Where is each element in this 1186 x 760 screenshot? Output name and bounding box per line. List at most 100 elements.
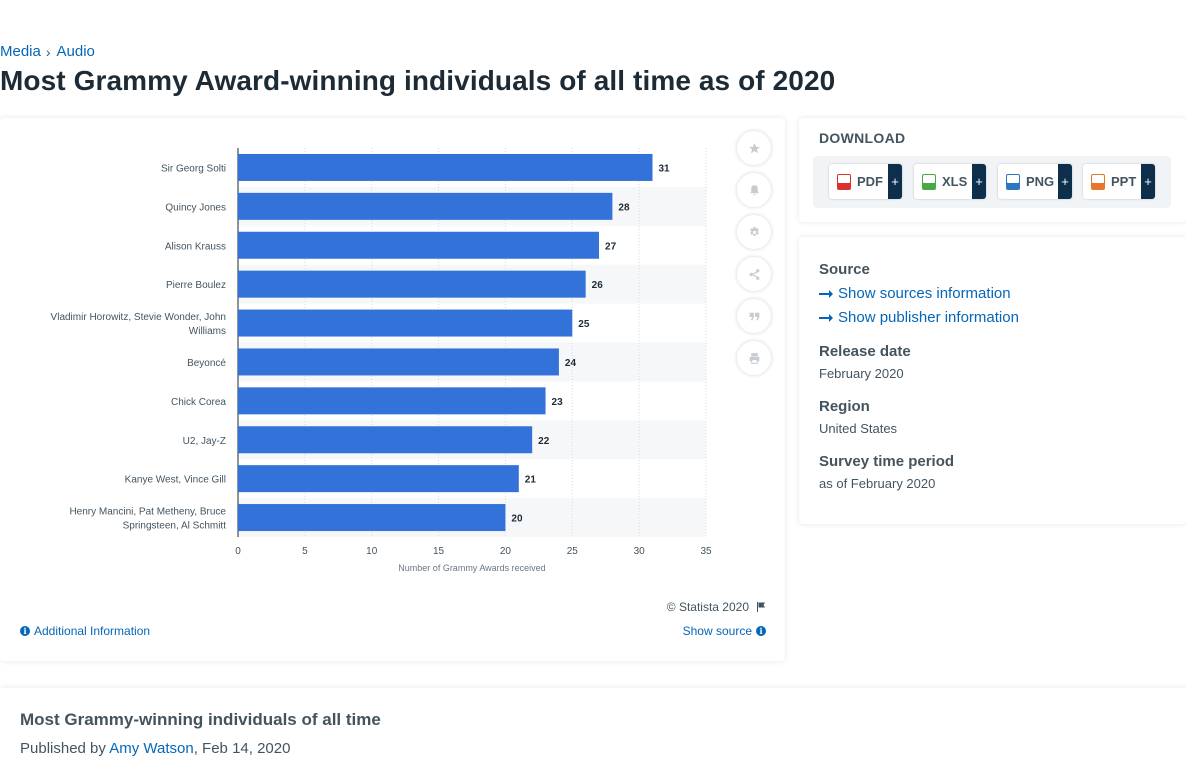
category-label: Springsteen, Al Schmitt bbox=[123, 521, 227, 532]
quote-icon bbox=[749, 312, 759, 320]
category-label: Chick Corea bbox=[171, 397, 226, 408]
bar bbox=[238, 504, 506, 532]
print-button[interactable] bbox=[737, 341, 771, 375]
release-date-heading: Release date bbox=[819, 343, 911, 360]
data-label: 31 bbox=[659, 163, 671, 174]
region-value: United States bbox=[819, 421, 898, 436]
download-png-button[interactable]: PNG + bbox=[998, 164, 1072, 199]
flag-icon[interactable] bbox=[755, 601, 767, 613]
show-publisher-label: Show publisher information bbox=[838, 309, 1019, 326]
show-source-label: Show source bbox=[682, 624, 752, 638]
data-label: 28 bbox=[618, 202, 630, 213]
data-label: 27 bbox=[605, 241, 617, 252]
show-sources-link[interactable]: Show sources information bbox=[819, 285, 1011, 302]
download-png-label: PNG bbox=[1026, 174, 1055, 189]
category-label: Alison Krauss bbox=[165, 241, 226, 252]
data-label: 22 bbox=[538, 436, 550, 447]
category-label: Pierre Boulez bbox=[166, 280, 226, 291]
print-icon bbox=[749, 352, 759, 364]
breadcrumb: Media › Audio bbox=[0, 43, 95, 60]
bar bbox=[238, 465, 519, 493]
download-xls-button[interactable]: XLS + bbox=[914, 164, 986, 199]
png-file-icon bbox=[1006, 173, 1020, 190]
category-label: Vladimir Horowitz, Stevie Wonder, John bbox=[51, 312, 226, 323]
info-icon: i bbox=[20, 626, 30, 636]
copyright-text: © Statista 2020 bbox=[666, 600, 749, 614]
download-ppt-label: PPT bbox=[1111, 174, 1137, 189]
category-label: Beyoncé bbox=[187, 358, 226, 369]
bar bbox=[238, 231, 600, 259]
notification-button[interactable] bbox=[737, 173, 771, 207]
x-tick-label: 5 bbox=[302, 546, 308, 557]
category-label: Kanye West, Vince Gill bbox=[125, 475, 226, 486]
data-label: 25 bbox=[578, 319, 590, 330]
download-pdf-button[interactable]: PDF + bbox=[829, 164, 902, 199]
category-label: Sir Georg Solti bbox=[161, 163, 226, 174]
bar bbox=[238, 270, 586, 298]
region-heading: Region bbox=[819, 398, 870, 415]
pdf-file-icon bbox=[837, 173, 851, 190]
download-card: DOWNLOAD PDF + XLS + PNG + PPT + bbox=[799, 118, 1186, 222]
data-label: 21 bbox=[525, 475, 537, 486]
ppt-file-icon bbox=[1091, 173, 1105, 190]
chart-card: 31 Sir Georg Solti 28 Quincy Jones 27 Alison … bbox=[0, 118, 785, 661]
x-tick-label: 30 bbox=[634, 546, 646, 557]
additional-info-link[interactable]: i Additional Information bbox=[20, 624, 150, 638]
description-title: Most Grammy-winning individuals of all t… bbox=[20, 710, 381, 729]
x-tick-label: 35 bbox=[700, 546, 712, 557]
show-sources-label: Show sources information bbox=[838, 285, 1011, 302]
breadcrumb-audio[interactable]: Audio bbox=[56, 43, 95, 60]
category-label: Quincy Jones bbox=[165, 202, 226, 213]
share-button[interactable] bbox=[737, 257, 771, 291]
bar bbox=[238, 348, 559, 376]
x-axis-title: Number of Grammy Awards received bbox=[398, 563, 545, 573]
bar bbox=[238, 426, 533, 454]
data-label: 24 bbox=[565, 358, 577, 369]
show-source-link[interactable]: Show source i bbox=[683, 624, 766, 638]
show-publisher-link[interactable]: Show publisher information bbox=[819, 309, 1019, 326]
star-icon bbox=[748, 142, 760, 153]
description-card: Most Grammy-winning individuals of all t… bbox=[0, 688, 1186, 760]
settings-button[interactable] bbox=[737, 215, 771, 249]
source-card: Source Show sources information Show pub… bbox=[799, 237, 1186, 524]
data-label: 26 bbox=[592, 280, 604, 291]
cite-button[interactable] bbox=[737, 299, 771, 333]
survey-period-value: as of February 2020 bbox=[819, 476, 936, 491]
png-plus-badge: + bbox=[1058, 164, 1072, 199]
page-title: Most Grammy Award-winning individuals of… bbox=[0, 65, 836, 96]
breadcrumb-separator: › bbox=[45, 43, 51, 60]
published-date: , Feb 14, 2020 bbox=[193, 740, 291, 757]
data-label: 20 bbox=[511, 514, 523, 525]
xls-file-icon bbox=[922, 173, 936, 190]
share-icon bbox=[749, 268, 759, 280]
category-label: Henry Mancini, Pat Metheny, Bruce bbox=[69, 507, 226, 518]
published-prefix: Published by bbox=[20, 740, 106, 757]
copyright-notice: © Statista 2020 bbox=[667, 600, 767, 614]
bar bbox=[238, 192, 613, 220]
chart-toolbar bbox=[737, 131, 773, 383]
category-label: U2, Jay-Z bbox=[183, 436, 226, 447]
data-label: 23 bbox=[552, 397, 564, 408]
arrow-right-icon bbox=[819, 289, 833, 298]
author-link[interactable]: Amy Watson bbox=[109, 740, 194, 757]
pdf-plus-badge: + bbox=[888, 164, 902, 199]
download-pdf-label: PDF bbox=[857, 174, 883, 189]
published-by: Published by Amy Watson, Feb 14, 2020 bbox=[20, 740, 290, 757]
xls-plus-badge: + bbox=[972, 164, 986, 199]
download-xls-label: XLS bbox=[942, 174, 968, 189]
arrow-right-icon bbox=[819, 313, 833, 322]
gear-icon bbox=[749, 226, 759, 236]
download-ppt-button[interactable]: PPT + bbox=[1083, 164, 1155, 199]
bar-chart: 31 Sir Georg Solti 28 Quincy Jones 27 Alison … bbox=[51, 148, 712, 573]
x-tick-label: 15 bbox=[433, 546, 445, 557]
source-heading: Source bbox=[819, 261, 870, 278]
favorite-button[interactable] bbox=[737, 131, 771, 165]
ppt-plus-badge: + bbox=[1141, 164, 1155, 199]
info-icon: i bbox=[756, 626, 766, 636]
release-date-value: February 2020 bbox=[819, 366, 904, 381]
x-tick-label: 0 bbox=[235, 546, 241, 557]
additional-info-label: Additional Information bbox=[34, 624, 151, 638]
breadcrumb-media[interactable]: Media bbox=[0, 43, 41, 60]
bell-icon bbox=[749, 184, 759, 195]
x-tick-label: 25 bbox=[567, 546, 579, 557]
